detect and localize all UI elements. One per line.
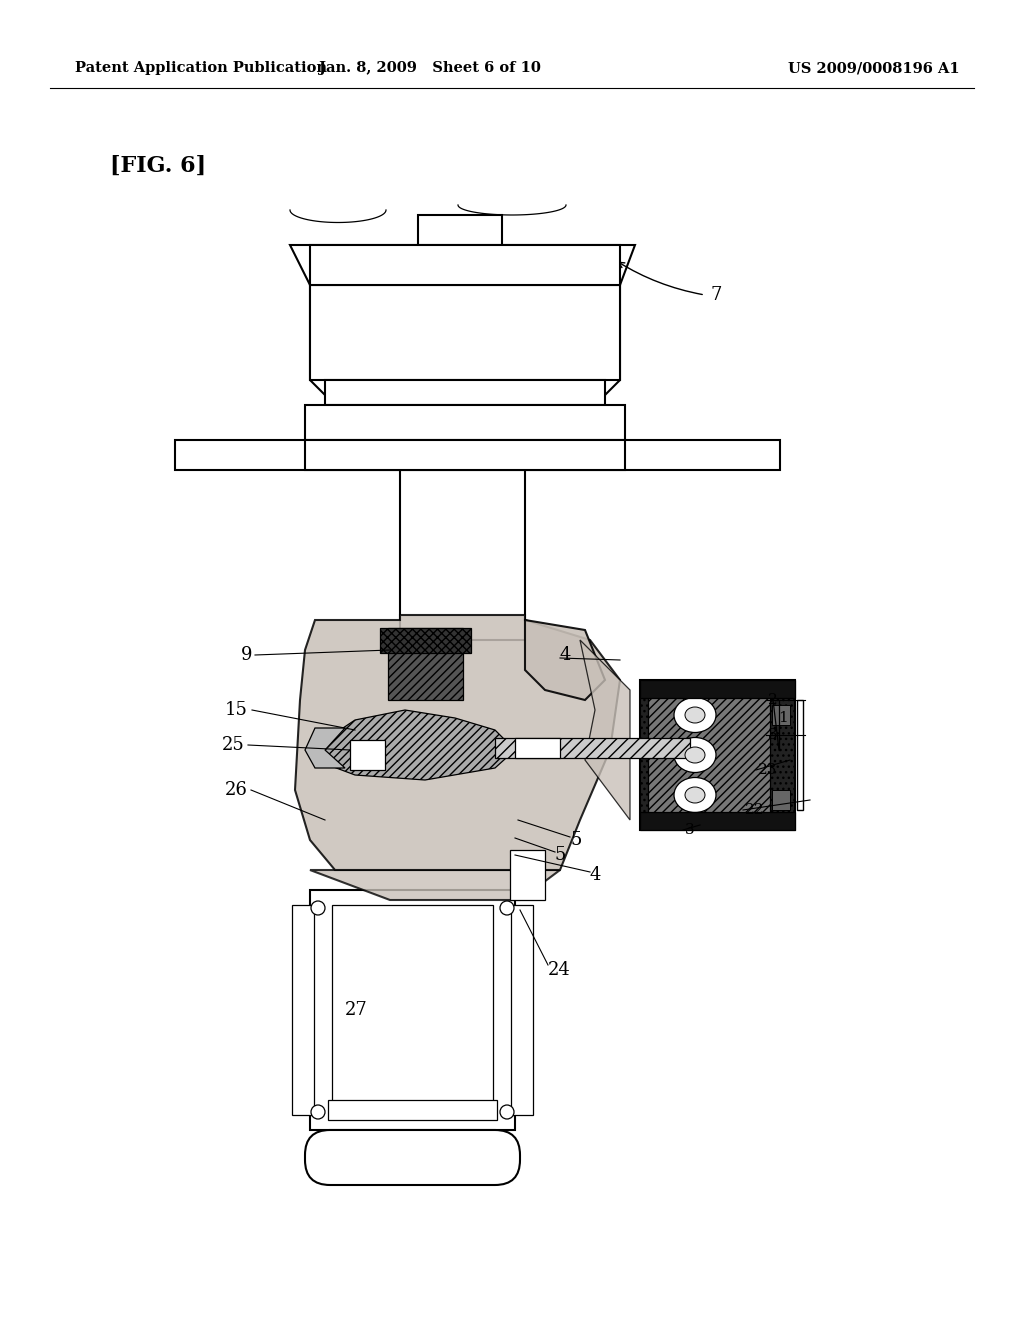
- Ellipse shape: [685, 747, 705, 763]
- Bar: [772, 705, 790, 725]
- Bar: [495, 738, 690, 758]
- Text: 9: 9: [241, 645, 252, 664]
- Ellipse shape: [311, 902, 325, 915]
- Text: Patent Application Publication: Patent Application Publication: [75, 61, 327, 75]
- Ellipse shape: [674, 697, 716, 733]
- Bar: [332, 906, 493, 1115]
- Text: 2: 2: [768, 693, 778, 708]
- Text: 22: 22: [745, 803, 765, 817]
- Bar: [388, 628, 463, 700]
- Polygon shape: [310, 870, 560, 900]
- Text: 15: 15: [225, 701, 248, 719]
- Bar: [640, 680, 795, 698]
- Polygon shape: [525, 620, 605, 700]
- Text: Jan. 8, 2009   Sheet 6 of 10: Jan. 8, 2009 Sheet 6 of 10: [319, 61, 541, 75]
- Text: 25: 25: [222, 737, 245, 754]
- Ellipse shape: [674, 777, 716, 813]
- Text: 3: 3: [768, 729, 777, 742]
- Text: 4: 4: [590, 866, 601, 884]
- Bar: [772, 789, 790, 810]
- Bar: [640, 812, 795, 830]
- Ellipse shape: [685, 787, 705, 803]
- Bar: [640, 680, 795, 830]
- Text: 7: 7: [710, 286, 721, 304]
- Bar: [292, 906, 314, 1115]
- Bar: [515, 738, 560, 758]
- Bar: [305, 440, 625, 470]
- Bar: [310, 890, 515, 1130]
- Bar: [310, 246, 620, 285]
- Text: 23: 23: [758, 763, 777, 777]
- Bar: [325, 380, 605, 405]
- Text: 3: 3: [685, 822, 694, 837]
- Bar: [648, 688, 770, 822]
- Bar: [350, 741, 385, 770]
- Ellipse shape: [674, 738, 716, 772]
- Ellipse shape: [685, 708, 705, 723]
- Polygon shape: [295, 615, 620, 870]
- Text: 26: 26: [225, 781, 248, 799]
- Text: US 2009/0008196 A1: US 2009/0008196 A1: [788, 61, 961, 75]
- Ellipse shape: [311, 1105, 325, 1119]
- Text: 27: 27: [345, 1001, 368, 1019]
- Text: 4: 4: [560, 645, 571, 664]
- Text: 5: 5: [570, 832, 582, 849]
- Polygon shape: [305, 729, 345, 768]
- Bar: [797, 700, 803, 810]
- Text: [FIG. 6]: [FIG. 6]: [110, 154, 206, 177]
- FancyBboxPatch shape: [305, 1130, 520, 1185]
- Polygon shape: [315, 710, 515, 780]
- Bar: [380, 628, 471, 653]
- Ellipse shape: [500, 902, 514, 915]
- Bar: [418, 215, 502, 246]
- Text: 24: 24: [548, 961, 570, 979]
- Bar: [175, 440, 780, 470]
- Polygon shape: [290, 246, 635, 400]
- Bar: [510, 850, 545, 900]
- Ellipse shape: [500, 1105, 514, 1119]
- Text: 1: 1: [778, 711, 787, 725]
- Polygon shape: [580, 640, 630, 820]
- Bar: [310, 285, 620, 380]
- Bar: [305, 405, 625, 440]
- Bar: [511, 906, 534, 1115]
- Bar: [400, 470, 525, 640]
- Bar: [328, 1100, 497, 1119]
- Text: 5: 5: [555, 846, 566, 865]
